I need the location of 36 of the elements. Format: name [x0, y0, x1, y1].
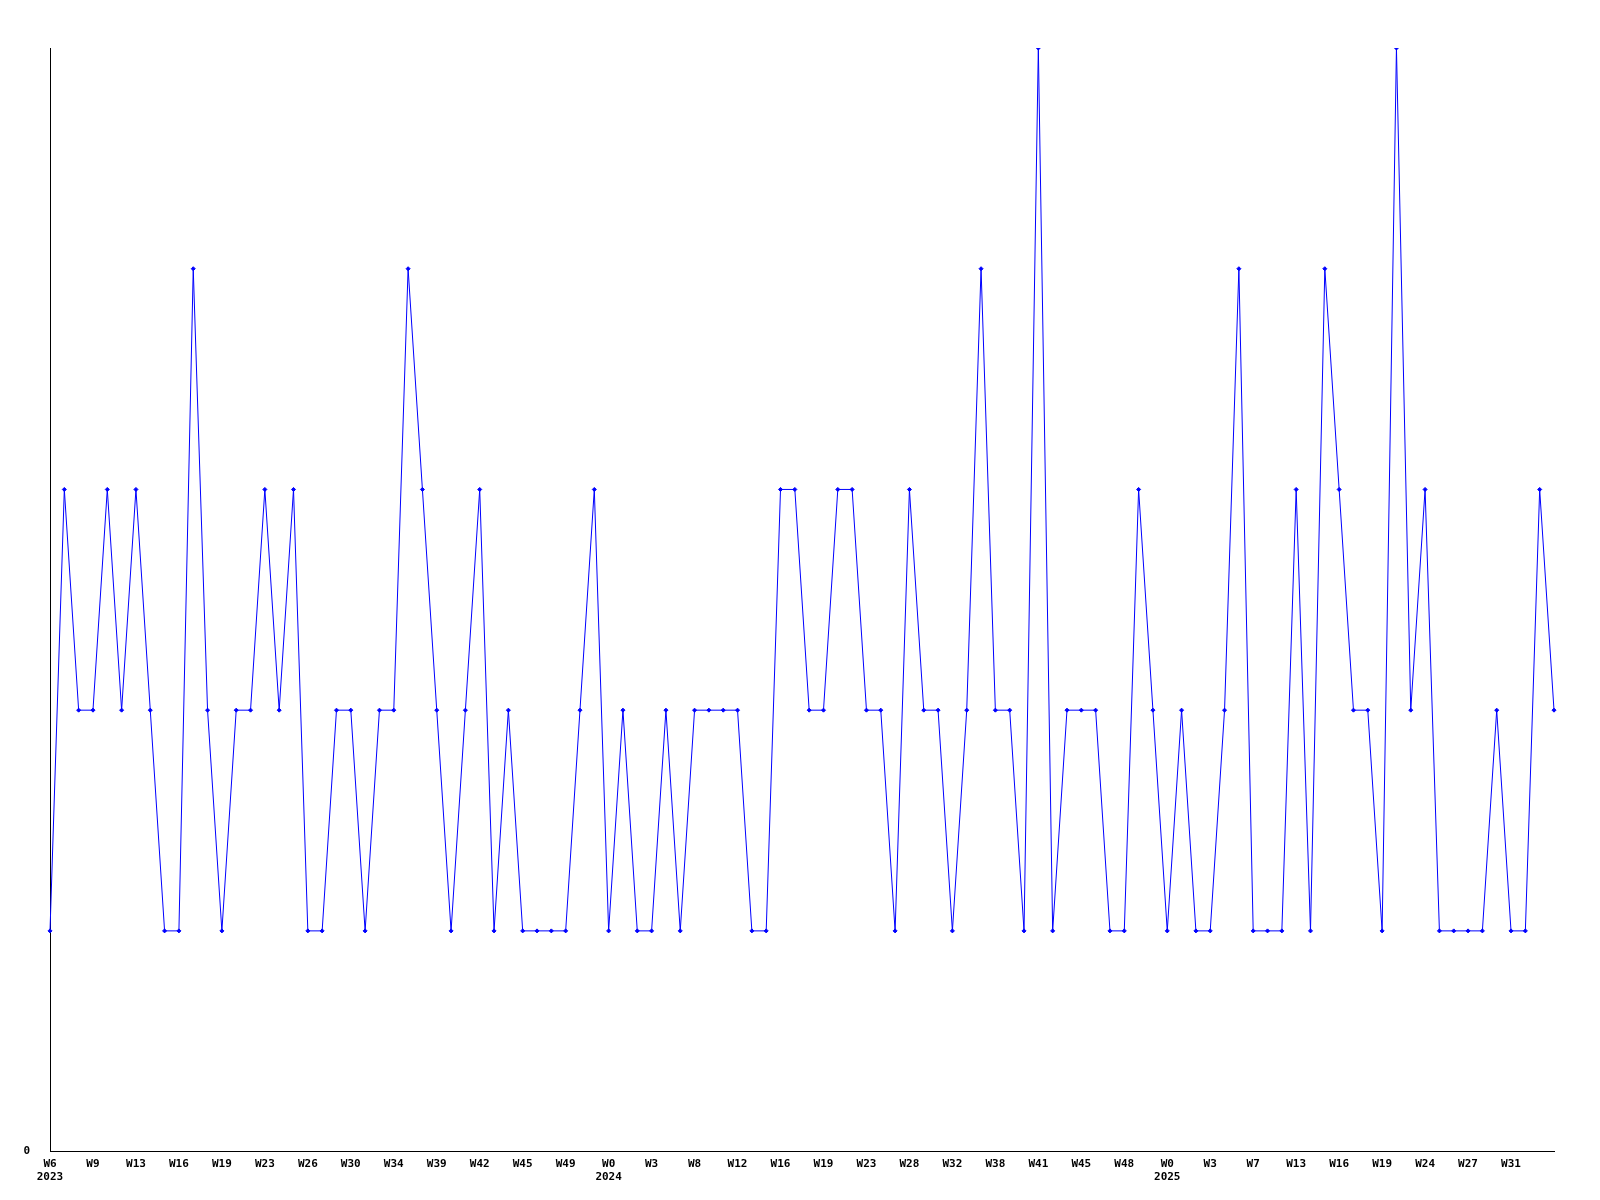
x-tick-label: W8	[687, 1157, 702, 1171]
x-tick-label: W26	[297, 1157, 319, 1171]
x-tick-label: W9	[86, 1157, 100, 1171]
x-tick-label: W16	[1329, 1157, 1350, 1171]
x-tick-label: W0 2024	[595, 1157, 623, 1184]
x-tick-label: W0 2025	[1154, 1157, 1181, 1184]
x-tick-label: W3	[644, 1157, 659, 1171]
x-tick-label: W16	[770, 1157, 791, 1171]
x-tick-label: W13	[126, 1157, 146, 1171]
x-tick-label: W19	[211, 1157, 232, 1171]
x-tick-label: W23	[856, 1157, 877, 1171]
x-tick-label: W7	[1246, 1157, 1260, 1171]
x-tick-label: W30	[340, 1157, 361, 1171]
x-tick-label: W38	[985, 1157, 1006, 1171]
x-tick-label: W6 2023	[36, 1157, 64, 1184]
x-tick-label: W12	[727, 1157, 748, 1171]
x-tick-label: W45	[512, 1157, 533, 1171]
x-tick-label: W19	[813, 1157, 834, 1171]
x-tick-label: W23	[254, 1157, 275, 1171]
x-tick-label: W24	[1415, 1157, 1436, 1171]
x-tick-label: W45	[1071, 1157, 1092, 1171]
x-tick-label: W34	[383, 1157, 405, 1171]
x-tick-label: W19	[1372, 1157, 1393, 1171]
x-tick-label: W42	[469, 1157, 490, 1171]
x-tick-label: W16	[168, 1157, 190, 1171]
x-tick-label: W28	[899, 1157, 920, 1171]
x-tick-label: W3	[1203, 1157, 1217, 1171]
text: 0	[23, 1144, 30, 1158]
x-tick-label: W48	[1114, 1157, 1135, 1171]
x-tick-label: W39	[426, 1157, 447, 1171]
x-tick-label: W13	[1286, 1157, 1307, 1171]
x-tick-label: W41	[1028, 1157, 1049, 1171]
x-tick-label: W32	[942, 1157, 963, 1171]
x-tick-label: W27	[1458, 1157, 1478, 1171]
x-tick-label: W31	[1501, 1157, 1522, 1171]
x-tick-label: W49	[555, 1157, 576, 1171]
